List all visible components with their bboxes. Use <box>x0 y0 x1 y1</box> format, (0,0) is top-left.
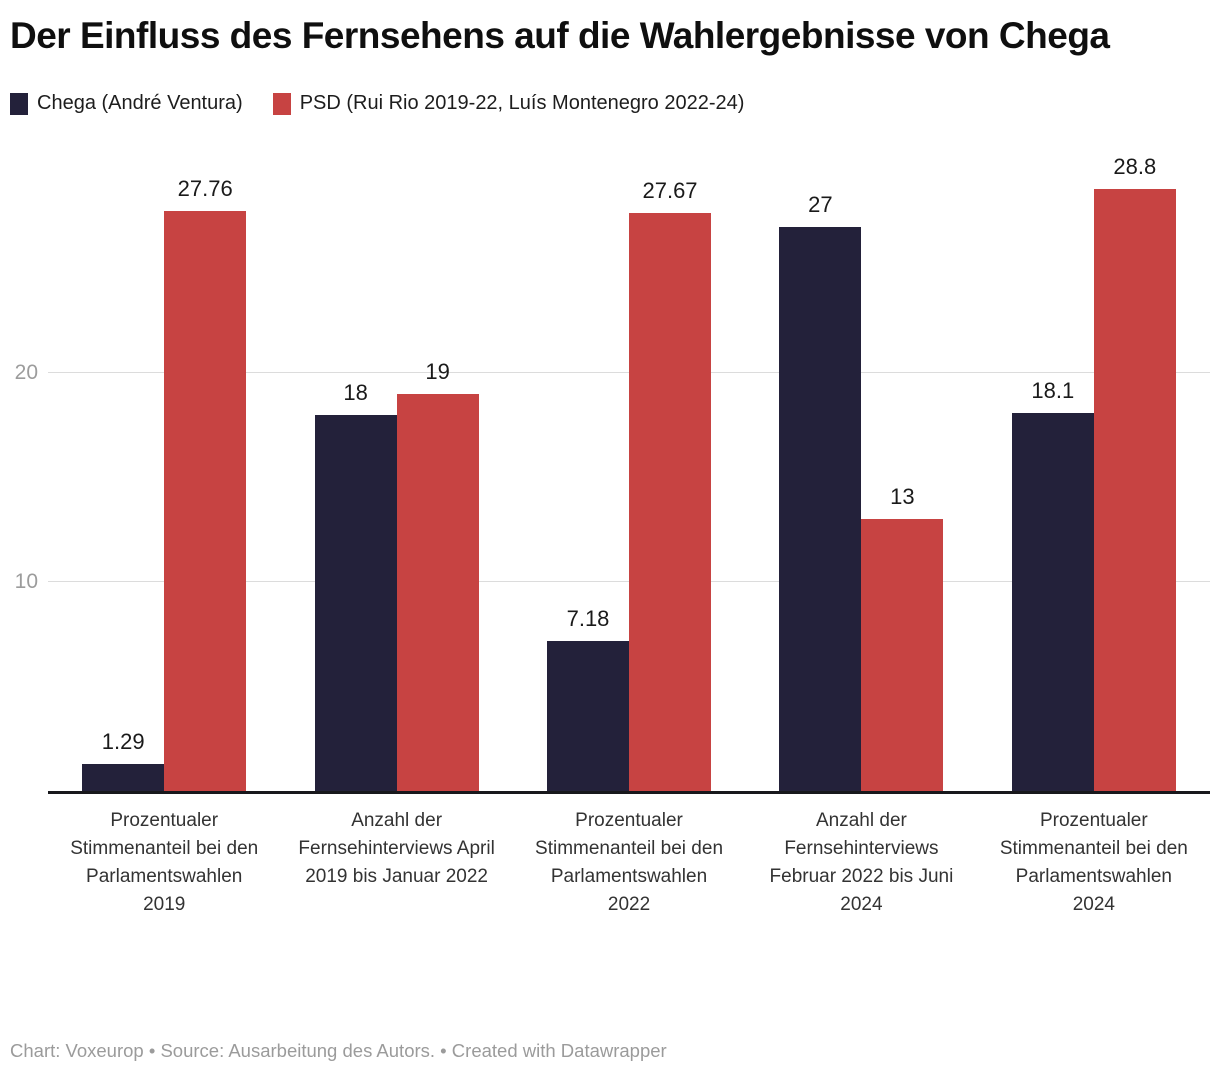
bar-column: 27.76 <box>164 151 247 791</box>
value-label: 27.67 <box>642 177 698 203</box>
bar-chega-1 <box>82 764 165 791</box>
value-label: 27.76 <box>177 175 233 201</box>
bar-column: 18.1 <box>1011 151 1094 791</box>
footer-attribution: Chart: Voxeurop • Source: Ausarbeitung d… <box>10 1040 667 1061</box>
value-label: 7.18 <box>566 605 610 631</box>
value-label: 27 <box>808 191 833 217</box>
x-axis-label-text: Prozentualer Stimmenanteil bei den Parla… <box>70 810 259 915</box>
bar-chega-5 <box>1011 412 1094 791</box>
legend-label-chega: Chega (André Ventura) <box>37 92 243 114</box>
x-axis-labels: Prozentualer Stimmenanteil bei den Parla… <box>48 807 1210 919</box>
legend-label-psd: PSD (Rui Rio 2019-22, Luís Montenegro 20… <box>299 92 745 114</box>
value-label: 18.1 <box>1031 377 1075 403</box>
bar-column: 1.29 <box>82 151 165 791</box>
x-axis-label-text: Anzahl der Fernsehinterviews April 2019 … <box>298 810 495 887</box>
bar-column: 19 <box>396 151 479 791</box>
gridline-20 <box>48 372 1210 373</box>
chart-container: Der Einfluss des Fernsehens auf die Wahl… <box>10 15 1220 1061</box>
plot-area: 1.29 27.76 18 19 7.18 27.67 27 13 18.1 28.8 10 20 <box>15 151 1210 794</box>
y-axis-tick-10: 10 <box>14 570 38 593</box>
x-axis-label-5: Prozentualer Stimmenanteil bei den Parla… <box>978 807 1210 919</box>
legend-swatch-psd <box>272 92 291 115</box>
value-label: 28.8 <box>1113 154 1157 180</box>
value-label: 1.29 <box>101 729 145 755</box>
bar-group-4: 27 13 <box>745 151 977 791</box>
x-axis-label-text: Prozentualer Stimmenanteil bei den Parla… <box>999 810 1188 915</box>
bar-chega-3 <box>547 640 630 791</box>
bar-column: 27 <box>779 151 862 791</box>
x-axis-label-4: Anzahl der Fernsehinterviews Februar 202… <box>745 807 977 919</box>
value-label: 18 <box>343 379 368 405</box>
bar-psd-1 <box>164 210 247 791</box>
bar-psd-5 <box>1093 189 1176 791</box>
bar-group-5: 18.1 28.8 <box>978 151 1210 791</box>
legend: Chega (André Ventura) PSD (Rui Rio 2019-… <box>10 92 1220 115</box>
gridline-10 <box>48 581 1210 582</box>
bar-column: 7.18 <box>547 151 630 791</box>
bar-column: 28.8 <box>1093 151 1176 791</box>
x-axis-label-1: Prozentualer Stimmenanteil bei den Parla… <box>48 807 280 919</box>
bar-psd-3 <box>629 212 712 791</box>
bar-chega-4 <box>779 226 862 791</box>
x-axis-label-3: Prozentualer Stimmenanteil bei den Parla… <box>513 807 745 919</box>
legend-item-chega: Chega (André Ventura) <box>10 92 243 115</box>
bar-group-2: 18 19 <box>280 151 512 791</box>
bar-column: 18 <box>314 151 397 791</box>
bar-psd-4 <box>861 519 944 791</box>
bar-chega-2 <box>314 414 397 791</box>
value-label: 19 <box>425 358 450 384</box>
value-label: 13 <box>890 484 915 510</box>
bar-psd-2 <box>396 393 479 791</box>
bar-group-1: 1.29 27.76 <box>48 151 280 791</box>
bar-groups: 1.29 27.76 18 19 7.18 27.67 27 13 18.1 28.8 <box>48 151 1210 791</box>
x-axis-label-text: Prozentualer Stimmenanteil bei den Parla… <box>535 810 724 915</box>
x-axis-label-2: Anzahl der Fernsehinterviews April 2019 … <box>280 807 512 919</box>
chart-title: Der Einfluss des Fernsehens auf die Wahl… <box>10 15 1110 56</box>
x-axis-label-text: Anzahl der Fernsehinterviews Februar 202… <box>769 810 954 915</box>
y-axis-tick-20: 20 <box>14 361 38 384</box>
bar-group-3: 7.18 27.67 <box>513 151 745 791</box>
legend-swatch-chega <box>10 92 28 115</box>
bar-column: 13 <box>861 151 944 791</box>
bar-column: 27.67 <box>629 151 712 791</box>
legend-item-psd: PSD (Rui Rio 2019-22, Luís Montenegro 20… <box>272 92 745 115</box>
